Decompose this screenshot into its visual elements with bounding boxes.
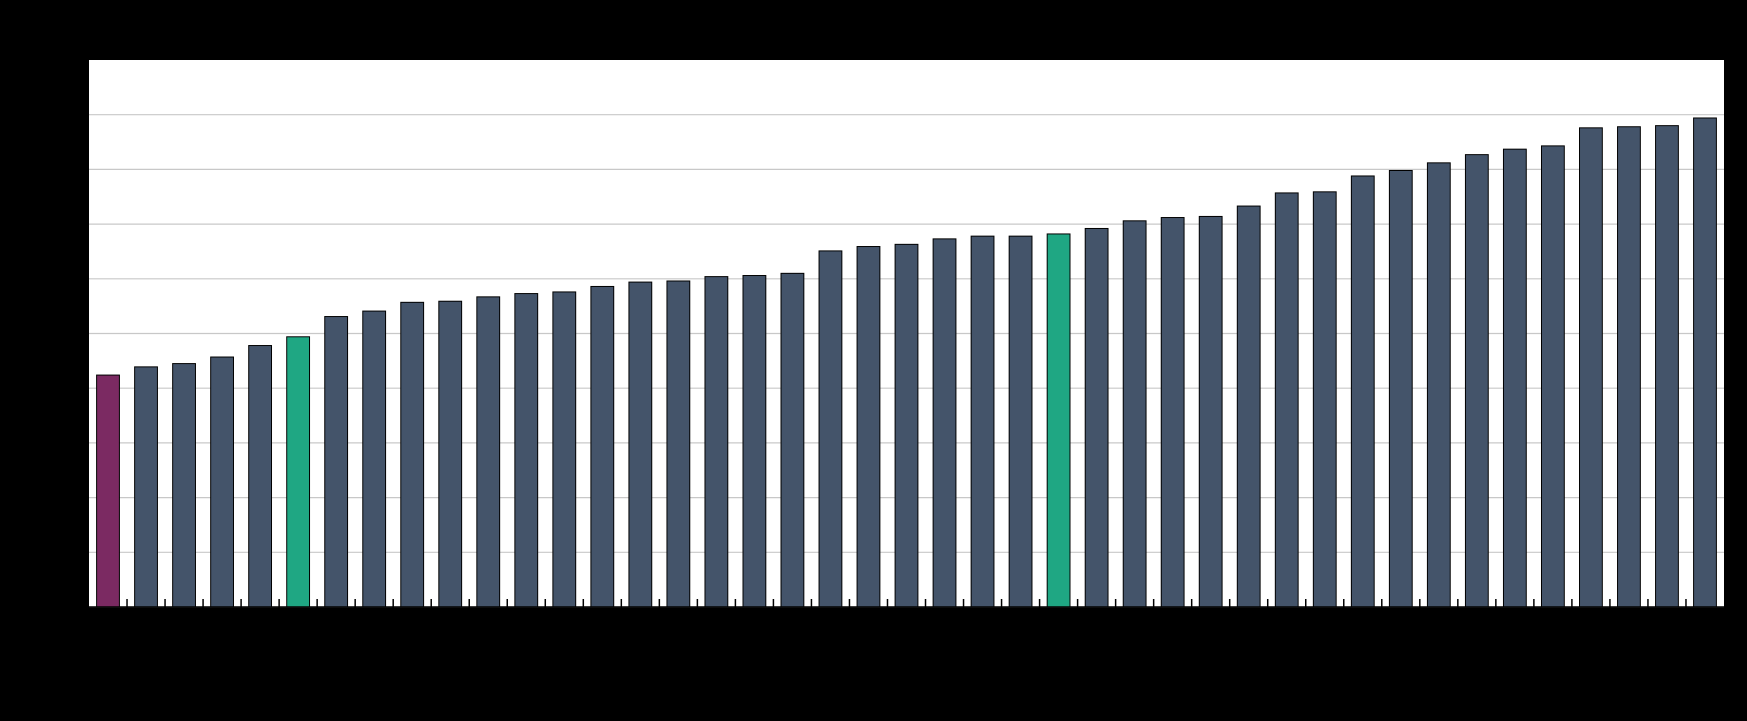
y-tick-label: 6 bbox=[71, 270, 79, 286]
bar bbox=[476, 296, 501, 608]
y-tick-label: 1 bbox=[71, 543, 79, 559]
bar bbox=[514, 293, 539, 608]
y-tick-label: 3 bbox=[71, 434, 79, 450]
bar bbox=[1426, 162, 1451, 608]
bar bbox=[552, 291, 577, 608]
bar bbox=[1236, 205, 1261, 608]
bar bbox=[1350, 175, 1375, 608]
bar bbox=[362, 310, 387, 608]
bar bbox=[590, 285, 615, 608]
bar bbox=[628, 281, 653, 608]
bar bbox=[1464, 154, 1489, 608]
bar bbox=[970, 235, 995, 608]
bar bbox=[894, 243, 919, 608]
bar bbox=[324, 316, 349, 608]
bar bbox=[1160, 217, 1185, 608]
bar bbox=[1274, 192, 1299, 608]
bar bbox=[400, 301, 425, 608]
y-tick-label: 2 bbox=[71, 488, 79, 504]
bar bbox=[1617, 126, 1641, 608]
y-tick-label: 5 bbox=[71, 324, 79, 340]
bar bbox=[780, 272, 805, 608]
bar bbox=[742, 275, 767, 608]
bar bbox=[210, 356, 234, 608]
bar bbox=[1046, 233, 1071, 608]
bar bbox=[1693, 117, 1717, 608]
bar bbox=[438, 300, 463, 608]
bar bbox=[1388, 169, 1413, 608]
bar bbox=[1655, 125, 1679, 608]
y-tick-label: 0 bbox=[71, 598, 79, 614]
bar bbox=[172, 363, 196, 608]
bar bbox=[704, 276, 729, 608]
bar bbox=[1312, 191, 1337, 608]
y-tick-label: 4 bbox=[71, 379, 79, 395]
bar bbox=[1579, 127, 1603, 608]
bar bbox=[248, 345, 273, 608]
bar bbox=[856, 246, 881, 608]
bar bbox=[286, 336, 311, 608]
bar bbox=[1084, 227, 1109, 608]
bar bbox=[134, 366, 158, 608]
bar bbox=[1502, 148, 1527, 608]
bar bbox=[96, 374, 120, 608]
bar bbox=[1198, 215, 1223, 608]
bar bbox=[1122, 220, 1147, 608]
bar bbox=[1008, 235, 1033, 608]
bar bbox=[818, 250, 843, 608]
bar bbox=[1540, 145, 1565, 608]
y-tick-label: 8 bbox=[71, 160, 79, 176]
y-tick-label: 9 bbox=[71, 105, 79, 121]
y-tick-label: 7 bbox=[71, 215, 79, 231]
bar bbox=[932, 238, 957, 608]
bar bbox=[666, 280, 691, 608]
